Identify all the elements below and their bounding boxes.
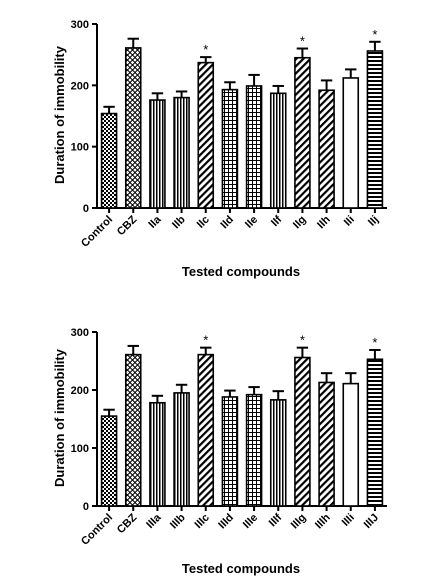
bar-cbz [124, 47, 142, 209]
y-tick-label: 200 [71, 385, 89, 397]
y-tick-label: 100 [71, 443, 89, 455]
significance-marker: * [300, 333, 305, 348]
y-tick-label: 100 [71, 142, 89, 154]
bar-iif [269, 92, 287, 209]
x-tick-label: IIIc [193, 512, 212, 531]
bar-iiii [342, 382, 360, 507]
x-axis-title: Tested compounds [182, 561, 300, 576]
x-tick-label: IIa [146, 213, 164, 231]
y-tick-label: 200 [71, 80, 89, 92]
x-tick-label: IIe [243, 214, 260, 231]
significance-marker: * [203, 333, 208, 348]
bar-iiif [269, 399, 287, 507]
x-tick-label: IIIi [340, 512, 357, 529]
x-tick-label: IIIJ [362, 512, 381, 531]
x-tick-label: IIIh [313, 511, 333, 531]
bar-iia [149, 99, 166, 209]
x-tick-label: IIId [216, 512, 236, 532]
significance-marker: * [372, 335, 377, 350]
bar-iiij [366, 358, 384, 507]
bar-iiih [318, 381, 335, 507]
x-tick-label: IIIb [168, 511, 188, 531]
y-axis-title: Duration of immobility [52, 45, 67, 184]
chart-panel-2: Duration of immobility Tested compounds … [52, 327, 387, 576]
x-tick-label: IIIa [144, 511, 164, 531]
x-tick-label: IIg [291, 214, 309, 232]
bar-iiig [294, 356, 311, 507]
bar-iic [197, 61, 215, 209]
bar-iiid [221, 396, 239, 507]
bar-iie [245, 85, 263, 209]
x-tick-label: IIj [366, 214, 381, 229]
bar-iih [318, 89, 335, 209]
x-tick-label: CBZ [115, 213, 140, 238]
x-tick-label: IIIf [267, 511, 285, 529]
y-tick-label: 300 [71, 19, 89, 31]
y-tick-label: 0 [83, 203, 89, 215]
x-tick-label: IIc [195, 214, 212, 231]
x-axis-title: Tested compounds [182, 264, 300, 279]
bar-iij [366, 50, 384, 209]
chart-panel-1: Duration of immobility Tested compounds … [52, 19, 387, 279]
bar-iib [173, 96, 190, 209]
bar-iiia [149, 401, 166, 507]
x-tick-label: IId [218, 214, 236, 232]
y-tick-label: 0 [83, 501, 89, 513]
bar-iiib [173, 392, 190, 507]
significance-marker: * [203, 42, 208, 57]
y-axis-title: Duration of immobility [52, 348, 67, 487]
significance-marker: * [372, 27, 377, 42]
y-tick-label: 300 [71, 327, 89, 339]
x-tick-label: IIi [342, 214, 357, 229]
bar-iiic [197, 353, 215, 507]
bar-control [100, 112, 118, 209]
x-tick-label: IIb [170, 213, 188, 231]
x-tick-label: IIh [315, 213, 333, 231]
bar-control [100, 415, 118, 507]
x-tick-label: IIIe [241, 512, 260, 531]
bar-iig [294, 56, 311, 209]
x-tick-label: IIf [269, 213, 285, 229]
x-tick-label: IIIg [289, 512, 309, 532]
x-tick-label: Control [79, 214, 115, 250]
x-tick-label: CBZ [115, 511, 140, 536]
bar-cbz [124, 353, 142, 507]
significance-marker: * [300, 34, 305, 49]
bar-iid [221, 88, 239, 209]
bar-iiie [245, 393, 263, 507]
x-tick-label: Control [79, 512, 115, 548]
bar-iii [342, 77, 360, 209]
